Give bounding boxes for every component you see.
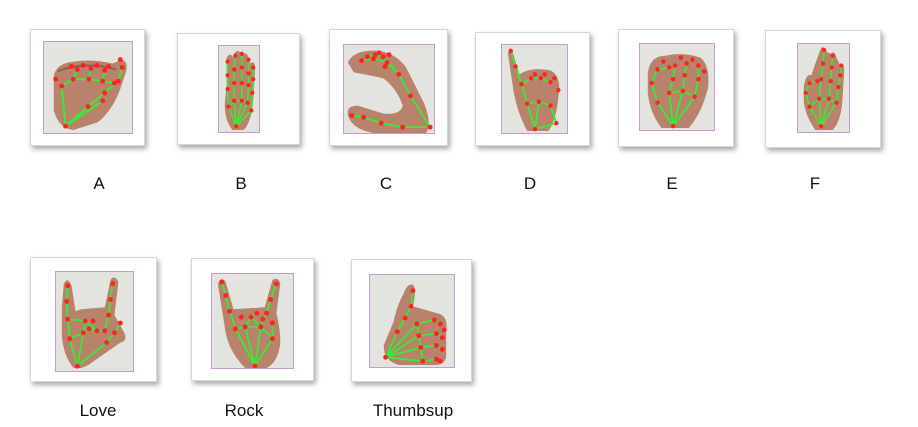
- gesture-label-a: A: [93, 174, 105, 193]
- gesture-image-rock: [211, 273, 294, 369]
- gesture-image-thumbsup: [369, 274, 455, 368]
- gesture-card-love: [30, 257, 157, 382]
- gesture-label-e: E: [666, 174, 678, 193]
- gesture-card-e: [618, 29, 734, 147]
- gesture-label-thumbsup: Thumbsup: [372, 401, 454, 420]
- gesture-card-d: [475, 32, 590, 146]
- gesture-image-e: [639, 43, 715, 131]
- gesture-card-b: [177, 33, 300, 145]
- gesture-image-love: [55, 271, 134, 372]
- gesture-image-c: [343, 44, 435, 134]
- gesture-image-f: [797, 43, 850, 133]
- gesture-card-c: [329, 29, 448, 146]
- gesture-image-b: [218, 45, 260, 133]
- gesture-label-f: F: [809, 174, 821, 193]
- gesture-card-thumbsup: [351, 259, 472, 382]
- gesture-card-rock: [191, 258, 314, 381]
- gesture-label-love: Love: [79, 401, 117, 420]
- gesture-image-d: [501, 44, 568, 134]
- gesture-label-rock: Rock: [224, 401, 264, 420]
- gesture-card-a: [30, 29, 145, 146]
- gesture-label-d: D: [523, 174, 537, 193]
- gesture-card-f: [765, 30, 881, 148]
- gesture-label-b: B: [235, 174, 247, 193]
- gesture-label-c: C: [379, 174, 393, 193]
- gesture-image-a: [43, 41, 133, 134]
